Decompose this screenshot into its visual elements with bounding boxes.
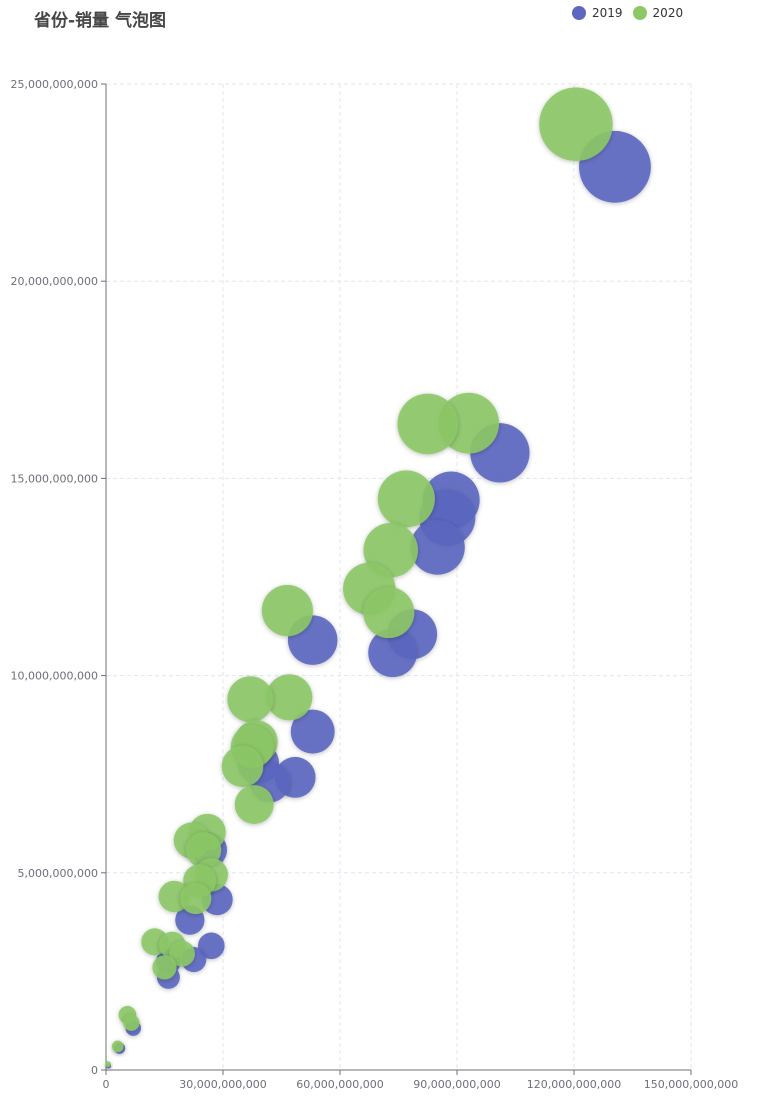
legend-label-2020: 2020 <box>652 6 684 20</box>
y-tick-label: 5,000,000,000 <box>18 867 98 880</box>
legend-marker-2020 <box>632 6 647 20</box>
chart-title: 省份-销量 气泡图 <box>34 11 166 31</box>
x-tick-label: 30,000,000,000 <box>179 1078 266 1091</box>
x-tick-label: 0 <box>103 1078 110 1091</box>
y-tick-label: 0 <box>91 1064 98 1077</box>
bubble-2020[interactable] <box>234 785 274 825</box>
bubble-2019[interactable] <box>410 520 465 575</box>
bubble-2019[interactable] <box>197 932 225 960</box>
x-tick-label: 120,000,000,000 <box>527 1078 621 1091</box>
bubble-2020[interactable] <box>152 955 177 980</box>
legend: 2019 2020 <box>572 6 683 20</box>
bubble-2020[interactable] <box>180 882 212 915</box>
bubble-2020[interactable] <box>111 1040 124 1053</box>
bubble-2020[interactable] <box>363 522 418 578</box>
y-tick-label: 20,000,000,000 <box>11 275 98 288</box>
bubble-2020[interactable] <box>227 676 274 723</box>
axes: 0 30,000,000,000 60,000,000,000 90,000,000,… <box>11 78 739 1091</box>
bubble-2019[interactable] <box>368 628 418 678</box>
bubble-2020[interactable] <box>397 393 459 455</box>
legend-item-2020[interactable]: 2020 <box>632 6 684 20</box>
bubble-2020[interactable] <box>105 1061 111 1067</box>
legend-marker-2019 <box>572 6 586 20</box>
bubbles <box>105 87 651 1069</box>
y-tick-label: 15,000,000,000 <box>11 472 98 485</box>
bubble-2020[interactable] <box>363 586 415 639</box>
y-tick-label: 10,000,000,000 <box>11 670 98 683</box>
bubble-2020[interactable] <box>169 940 195 967</box>
x-tick-label: 90,000,000,000 <box>413 1078 500 1091</box>
grid <box>106 83 692 1070</box>
bubble-2019[interactable] <box>290 709 335 754</box>
legend-label-2019: 2019 <box>592 6 623 20</box>
x-tick-label: 60,000,000,000 <box>296 1078 383 1091</box>
bubble-2020[interactable] <box>377 470 435 528</box>
bubble-2020[interactable] <box>539 87 613 161</box>
x-tick-label: 150,000,000,000 <box>644 1078 738 1091</box>
legend-item-2019[interactable]: 2019 <box>572 6 623 20</box>
bubble-2020[interactable] <box>266 674 313 721</box>
bubble-2020[interactable] <box>261 584 313 637</box>
bubble-2020[interactable] <box>123 1014 140 1031</box>
y-tick-label: 25,000,000,000 <box>11 78 98 91</box>
bubble-2020[interactable] <box>221 745 264 788</box>
